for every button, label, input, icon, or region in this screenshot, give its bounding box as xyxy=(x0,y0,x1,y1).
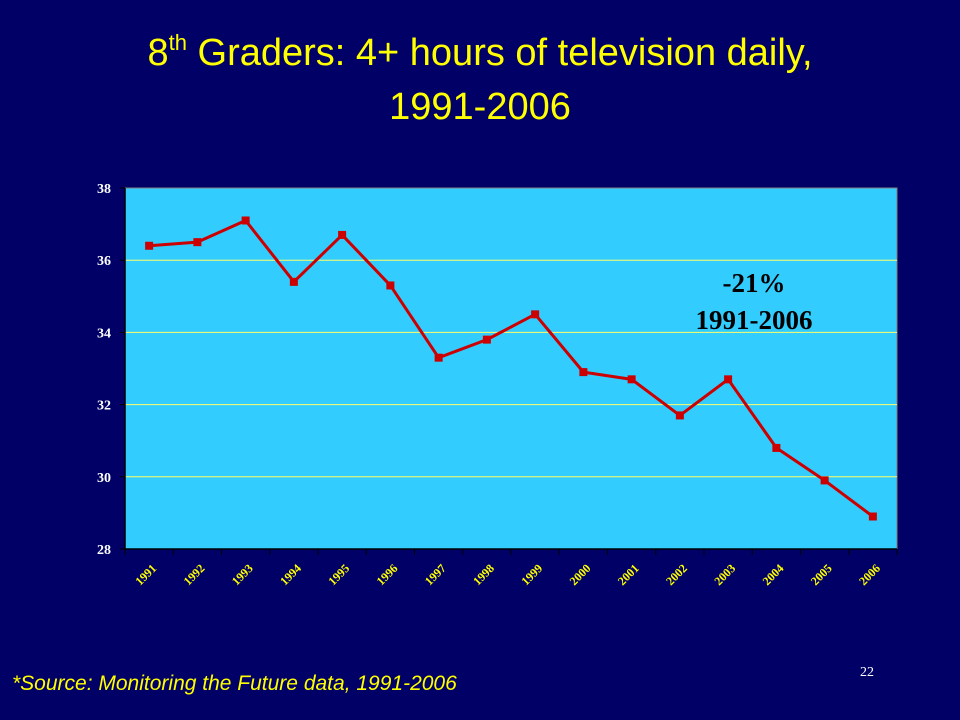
data-point xyxy=(579,368,588,377)
annotation-change: -21% xyxy=(723,268,786,298)
x-tick-label: 1995 xyxy=(325,561,352,588)
data-point xyxy=(627,375,636,384)
title-line-2: 1991-2006 xyxy=(389,86,571,128)
title-rest: Graders: 4+ hours of television daily, xyxy=(186,32,813,74)
title-ordinal: 8 xyxy=(147,32,169,74)
x-tick-label: 2001 xyxy=(615,561,642,588)
x-tick-label: 2002 xyxy=(663,561,690,588)
x-tick-label: 2000 xyxy=(567,561,594,588)
x-tick-label: 1993 xyxy=(229,561,256,588)
data-point xyxy=(386,281,395,290)
data-point xyxy=(338,230,347,239)
gridlines xyxy=(125,259,897,478)
series-points xyxy=(145,216,877,521)
y-tick-label: 38 xyxy=(97,182,111,197)
y-tick-label: 28 xyxy=(97,543,111,558)
data-point xyxy=(675,411,684,420)
x-tick-label: 2003 xyxy=(711,561,738,588)
page-number: 22 xyxy=(860,665,874,680)
y-axis-ticks: 28 30 32 34 36 38 xyxy=(97,182,125,558)
y-tick-label: 36 xyxy=(97,254,111,269)
y-tick-label: 30 xyxy=(97,471,111,486)
data-point xyxy=(145,241,154,250)
slide-title: 8th Graders: 4+ hours of television dail… xyxy=(0,26,960,134)
data-point xyxy=(482,335,491,344)
y-tick-label: 32 xyxy=(97,399,111,414)
x-tick-label: 1994 xyxy=(277,561,304,588)
x-tick-label: 1998 xyxy=(470,561,497,588)
x-tick-label: 1996 xyxy=(374,561,401,588)
source-note: *Source: Monitoring the Future data, 199… xyxy=(12,672,457,695)
plot-area xyxy=(124,187,898,550)
title-line-1: 8th Graders: 4+ hours of television dail… xyxy=(0,26,960,80)
x-axis-ticks: 1991 1992 1993 1994 1995 1996 1997 1998 1999 2000… xyxy=(124,549,898,588)
x-tick-label: 1999 xyxy=(518,561,545,588)
data-point xyxy=(772,443,781,452)
x-tick-label: 2005 xyxy=(808,561,835,588)
x-tick-label: 2004 xyxy=(760,561,787,588)
data-point xyxy=(868,512,877,521)
series-line xyxy=(149,218,874,518)
data-point xyxy=(289,277,298,286)
x-tick-label: 1992 xyxy=(181,561,208,588)
annotation-range: 1991-2006 xyxy=(696,305,813,335)
x-tick-label: 1997 xyxy=(422,561,449,588)
data-point xyxy=(193,238,202,247)
data-point xyxy=(531,310,540,319)
data-point xyxy=(724,375,733,384)
data-point xyxy=(241,216,250,225)
x-tick-label: 1991 xyxy=(132,561,159,588)
data-point xyxy=(434,353,443,362)
y-tick-label: 34 xyxy=(97,326,111,341)
x-tick-label: 2006 xyxy=(856,561,883,588)
title-superscript: th xyxy=(168,30,187,55)
data-point xyxy=(820,476,829,485)
